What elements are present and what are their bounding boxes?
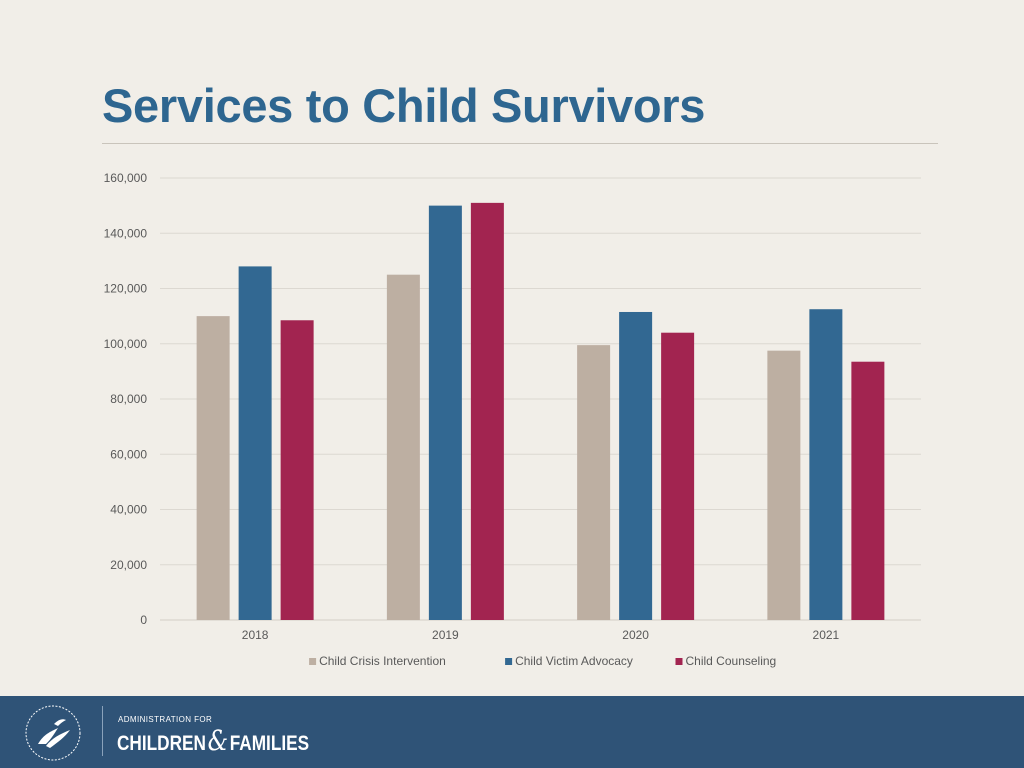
y-tick-label: 40,000 bbox=[110, 503, 147, 517]
x-tick-label: 2020 bbox=[622, 628, 649, 642]
legend-label: Child Crisis Intervention bbox=[319, 654, 446, 668]
x-tick-label: 2019 bbox=[432, 628, 459, 642]
legend-swatch bbox=[675, 658, 683, 665]
legend-label: Child Counseling bbox=[686, 654, 777, 668]
bar-child-crisis-intervention-2019 bbox=[386, 274, 420, 620]
y-tick-label: 20,000 bbox=[110, 558, 147, 572]
bar-child-crisis-intervention-2020 bbox=[577, 345, 611, 620]
gridlines bbox=[160, 177, 921, 621]
y-axis-ticks: 0 20,000 40,000 60,000 80,000 100,000 120,000 1… bbox=[104, 171, 148, 627]
bar-child-crisis-intervention-2018 bbox=[196, 316, 230, 620]
y-tick-label: 100,000 bbox=[104, 337, 148, 351]
bar-child-counseling-2020 bbox=[661, 332, 695, 620]
bar-child-victim-advocacy-2021 bbox=[809, 309, 843, 620]
agency-word-children: CHILDREN bbox=[117, 732, 206, 755]
x-axis-ticks: 2018 2019 2020 2021 bbox=[242, 628, 840, 642]
bar-child-victim-advocacy-2018 bbox=[238, 266, 272, 620]
footer-divider bbox=[102, 706, 103, 756]
slide-title: Services to Child Survivors bbox=[102, 79, 706, 132]
bar-child-crisis-intervention-2021 bbox=[767, 350, 801, 620]
bar-child-counseling-2021 bbox=[851, 361, 885, 620]
hhs-seal-icon bbox=[25, 705, 81, 761]
bar-child-counseling-2019 bbox=[470, 202, 504, 621]
y-tick-label: 80,000 bbox=[110, 392, 147, 406]
y-tick-label: 120,000 bbox=[104, 282, 148, 296]
footer-bar: ADMINISTRATION FOR CHILDREN&FAMILIES bbox=[0, 696, 1024, 768]
legend-label: Child Victim Advocacy bbox=[515, 654, 633, 668]
agency-ampersand: & bbox=[207, 724, 229, 757]
y-tick-label: 140,000 bbox=[104, 226, 148, 240]
bar-child-counseling-2018 bbox=[280, 320, 314, 620]
x-tick-label: 2018 bbox=[242, 628, 269, 642]
agency-word-families: FAMILIES bbox=[229, 732, 310, 755]
legend-swatch bbox=[505, 658, 513, 665]
legend-swatch bbox=[309, 658, 317, 665]
bar-chart: 0 20,000 40,000 60,000 80,000 100,000 120,000 1… bbox=[104, 171, 921, 668]
y-tick-label: 160,000 bbox=[104, 171, 148, 185]
x-tick-label: 2021 bbox=[813, 628, 840, 642]
agency-subtitle: ADMINISTRATION FOR bbox=[118, 715, 213, 724]
y-tick-label: 60,000 bbox=[110, 447, 147, 461]
legend: Child Crisis Intervention Child Victim Ad… bbox=[309, 654, 776, 668]
bar-child-victim-advocacy-2020 bbox=[619, 311, 653, 620]
title-divider bbox=[102, 143, 938, 144]
bar-child-victim-advocacy-2019 bbox=[428, 205, 462, 620]
agency-logo-text: CHILDREN&FAMILIES bbox=[117, 724, 309, 757]
bars bbox=[196, 202, 885, 621]
y-tick-label: 0 bbox=[140, 613, 147, 627]
